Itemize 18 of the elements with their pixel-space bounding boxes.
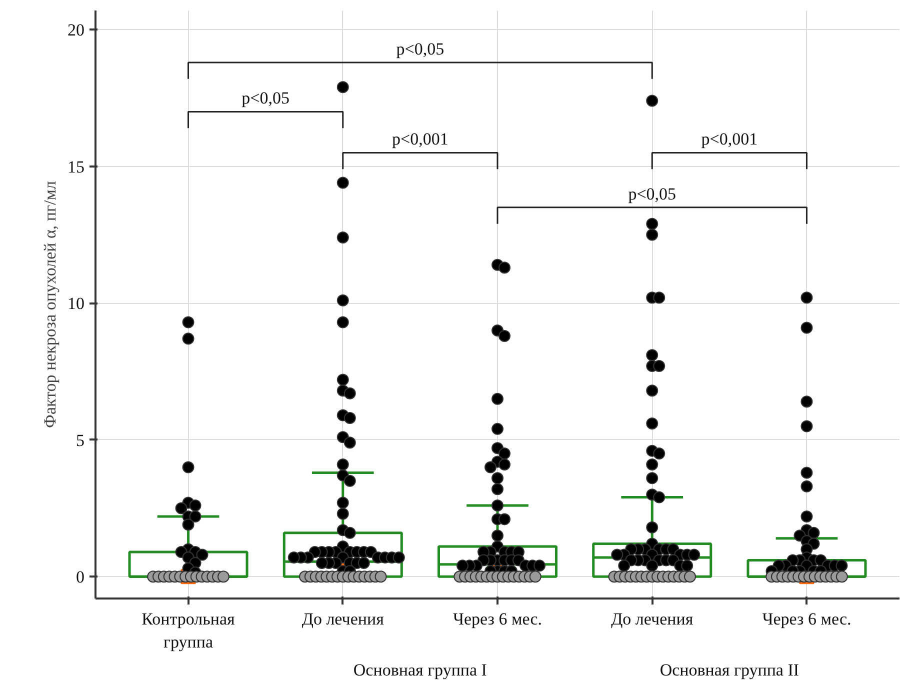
- text: Основная группа I: [353, 660, 488, 680]
- x-tick-label: Через 6 мес.: [452, 610, 542, 628]
- annotation: p<0,05: [396, 39, 444, 58]
- y-tick-label: 20: [68, 20, 84, 40]
- annotation: p<0,001: [701, 130, 758, 149]
- x-tick-label: До лечения: [611, 610, 694, 628]
- annotation: p<0,05: [628, 184, 676, 204]
- x-tick-label: Контрольная группа: [142, 610, 236, 652]
- text: Основная группа II: [660, 660, 800, 680]
- annotation: p<0,001: [392, 130, 448, 149]
- annotation: p<0,05: [242, 88, 290, 108]
- x-tick-label: До лечения: [302, 610, 384, 628]
- x-tick-label: Через 6 мес.: [762, 610, 852, 628]
- y-tick-label: 15: [68, 157, 84, 176]
- y-tick-label: 10: [68, 294, 84, 314]
- y-tick-label: 0: [76, 568, 84, 587]
- y-axis-title: Фактор некроза опухолей α, пг/мл: [40, 180, 60, 428]
- y-tick-label: 5: [76, 430, 84, 450]
